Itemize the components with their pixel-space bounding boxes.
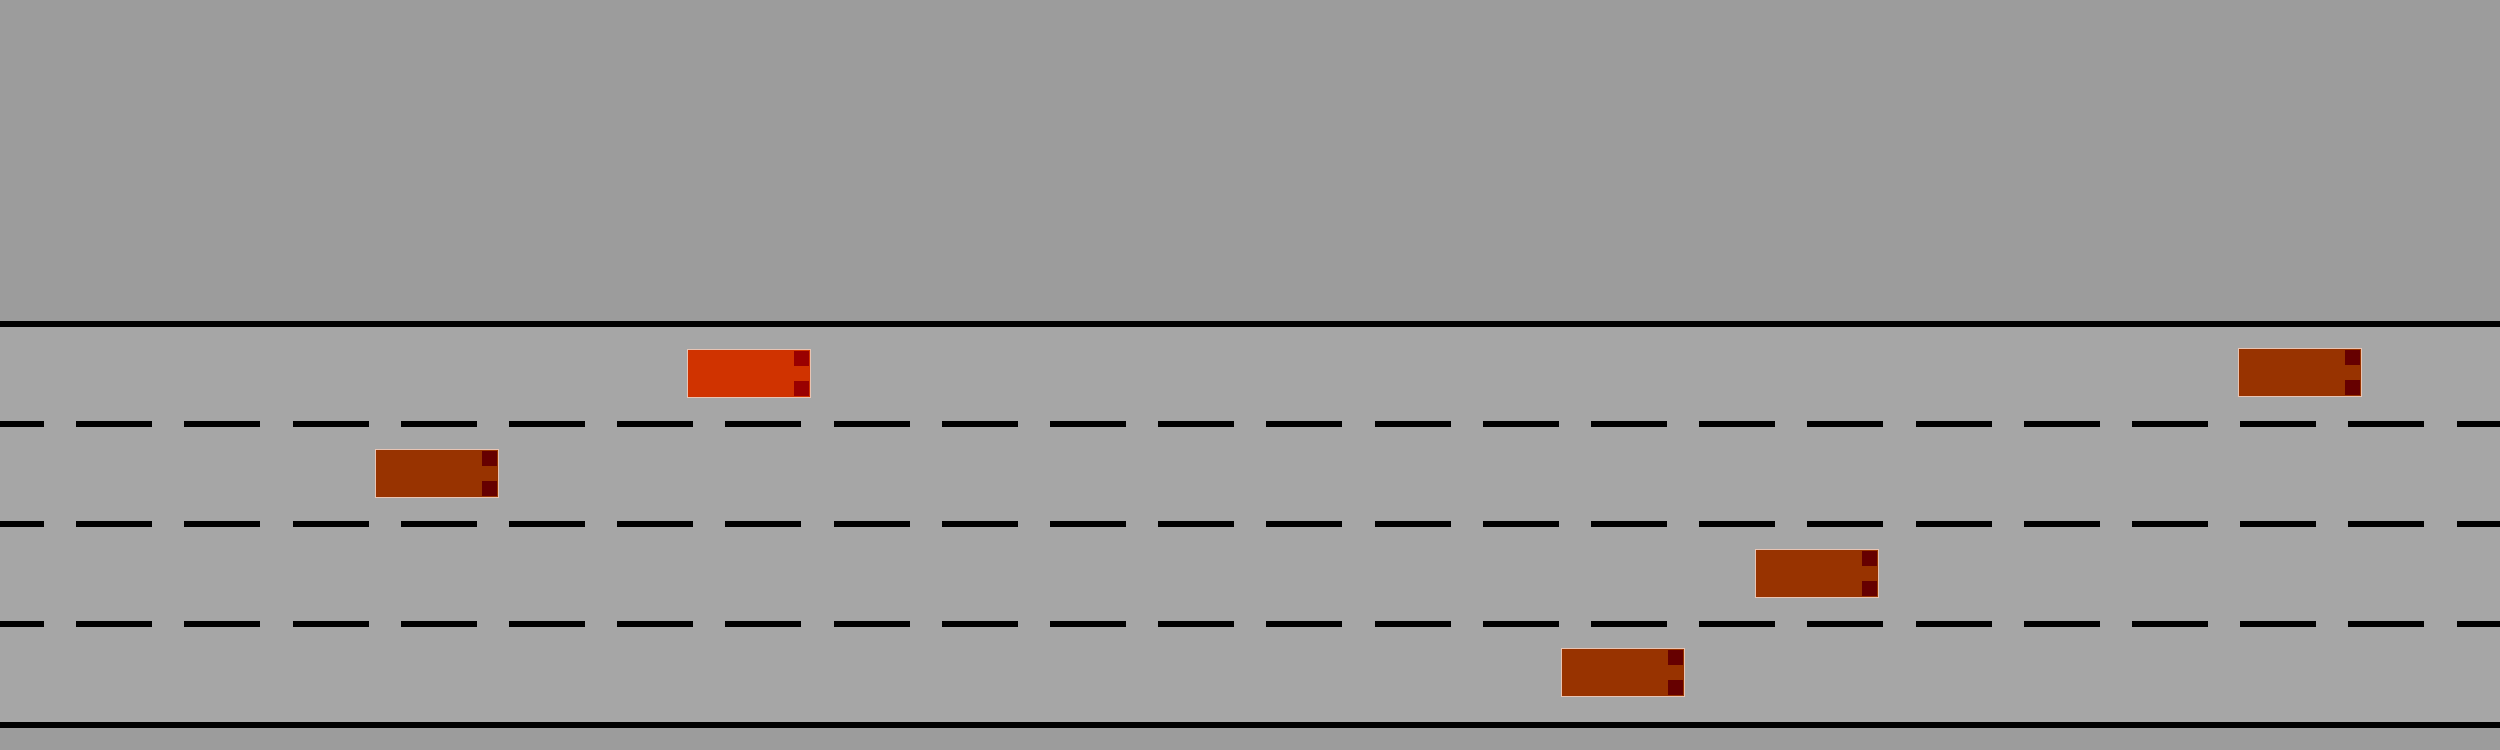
- lane-dash: [942, 521, 1018, 527]
- lane-dash: [293, 521, 369, 527]
- traffic-car-taillight: [1668, 680, 1683, 695]
- lane-dash: [2348, 621, 2424, 627]
- lane-dash: [1050, 421, 1126, 427]
- lane-dash: [0, 521, 44, 527]
- lane-dash: [2457, 621, 2500, 627]
- traffic-car-taillight: [1862, 581, 1877, 596]
- lane-dash: [725, 421, 801, 427]
- lane-dash: [2240, 521, 2316, 527]
- lane-dash: [1266, 621, 1342, 627]
- lane-dash: [834, 421, 910, 427]
- lane-dash: [1807, 421, 1883, 427]
- player-car-taillight: [794, 381, 809, 396]
- lane-dash: [1483, 621, 1559, 627]
- lane-dash: [2132, 621, 2208, 627]
- traffic-car: [1755, 549, 1879, 598]
- lane-dash: [509, 521, 585, 527]
- lane-dash: [942, 621, 1018, 627]
- lane-dash: [76, 421, 152, 427]
- traffic-car-taillight: [482, 481, 497, 496]
- lane-dash: [509, 621, 585, 627]
- lane-dash: [2024, 621, 2100, 627]
- lane-dash: [1050, 521, 1126, 527]
- lane-divider-3: [0, 621, 2500, 627]
- lane-dash: [1591, 521, 1667, 527]
- lane-dash: [1699, 521, 1775, 527]
- traffic-car: [375, 449, 499, 498]
- road-top-edge-line: [0, 321, 2500, 327]
- lane-dash: [1483, 421, 1559, 427]
- lane-dash: [1050, 621, 1126, 627]
- traffic-car-taillight: [1862, 551, 1877, 566]
- lane-dash: [1266, 421, 1342, 427]
- lane-dash: [1375, 621, 1451, 627]
- lane-dash: [1699, 421, 1775, 427]
- lane-dash: [2024, 521, 2100, 527]
- lane-dash: [184, 421, 260, 427]
- lane-dash: [1916, 621, 1992, 627]
- lane-dash: [725, 621, 801, 627]
- player-car-taillight: [794, 351, 809, 366]
- lane-dash: [1807, 521, 1883, 527]
- lane-dash: [1158, 621, 1234, 627]
- lane-dash: [2457, 521, 2500, 527]
- lane-dash: [401, 421, 477, 427]
- lane-dash: [0, 621, 44, 627]
- road-bottom-edge-line: [0, 722, 2500, 728]
- lane-dash: [2348, 521, 2424, 527]
- lane-dash: [76, 521, 152, 527]
- lane-dash: [2240, 621, 2316, 627]
- lane-dash: [1158, 521, 1234, 527]
- lane-dash: [617, 521, 693, 527]
- lane-dash: [2348, 421, 2424, 427]
- lane-dash: [725, 521, 801, 527]
- traffic-car-taillight: [2345, 350, 2360, 365]
- lane-dash: [1591, 421, 1667, 427]
- lane-dash: [2132, 521, 2208, 527]
- lane-dash: [1158, 421, 1234, 427]
- lane-dash: [1591, 621, 1667, 627]
- traffic-car-taillight: [482, 451, 497, 466]
- traffic-car-taillight: [2345, 380, 2360, 395]
- lane-dash: [509, 421, 585, 427]
- player-car: [687, 349, 811, 398]
- lane-divider-2: [0, 521, 2500, 527]
- lane-dash: [293, 421, 369, 427]
- lane-dash: [2240, 421, 2316, 427]
- lane-dash: [1916, 521, 1992, 527]
- lane-dash: [942, 421, 1018, 427]
- lane-dash: [834, 621, 910, 627]
- lane-dash: [184, 621, 260, 627]
- lane-divider-1: [0, 421, 2500, 427]
- lane-dash: [1266, 521, 1342, 527]
- lane-dash: [2457, 421, 2500, 427]
- lane-dash: [617, 421, 693, 427]
- lane-dash: [617, 621, 693, 627]
- lane-dash: [401, 621, 477, 627]
- lane-dash: [1807, 621, 1883, 627]
- lane-dash: [76, 621, 152, 627]
- lane-dash: [1916, 421, 1992, 427]
- traffic-car-taillight: [1668, 650, 1683, 665]
- lane-dash: [1375, 421, 1451, 427]
- lane-dash: [2132, 421, 2208, 427]
- lane-dash: [401, 521, 477, 527]
- lane-dash: [293, 621, 369, 627]
- lane-dash: [2024, 421, 2100, 427]
- lane-dash: [184, 521, 260, 527]
- lane-dash: [834, 521, 910, 527]
- traffic-car: [1561, 648, 1685, 697]
- lane-dash: [0, 421, 44, 427]
- traffic-car: [2238, 348, 2362, 397]
- lane-dash: [1483, 521, 1559, 527]
- lane-dash: [1375, 521, 1451, 527]
- lane-dash: [1699, 621, 1775, 627]
